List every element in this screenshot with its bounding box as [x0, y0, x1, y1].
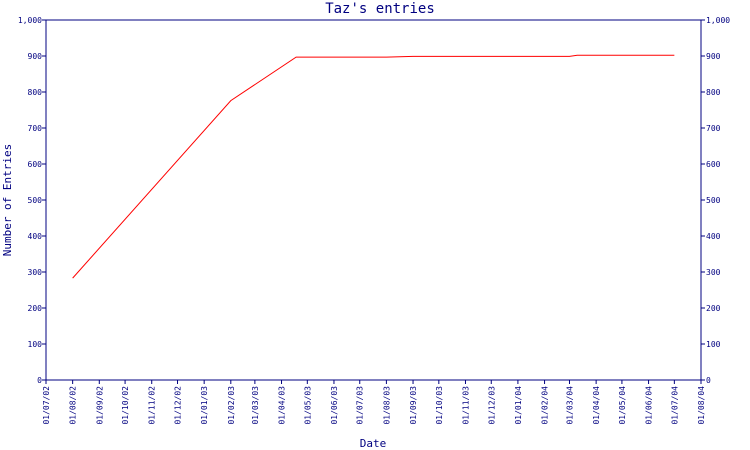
x-tick-label: 01/06/03 [330, 386, 339, 425]
x-axis: 01/07/02 01/08/02 01/09/02 01/10/02 01/11/02… [42, 380, 706, 425]
y-tick-label-right: 0 [706, 376, 711, 385]
y-tick-label-left: 1,000 [18, 16, 42, 25]
x-tick-label: 01/12/03 [487, 386, 496, 425]
y-tick-label-right: 900 [706, 52, 721, 61]
x-tick-label: 01/03/04 [565, 386, 574, 425]
x-tick-label: 01/07/03 [356, 386, 365, 425]
y-tick-label-left: 900 [28, 52, 43, 61]
y-tick-label-left: 400 [28, 232, 43, 241]
y-tick-label-left: 100 [28, 340, 43, 349]
chart-title: Taz's entries [325, 1, 435, 17]
y-tick-label-right: 800 [706, 88, 721, 97]
y-tick-label-right: 700 [706, 124, 721, 133]
y-tick-label-right: 500 [706, 196, 721, 205]
x-tick-label: 01/10/02 [121, 386, 130, 425]
y-axis-left: 0 100 200 300 400 500 600 700 800 900 1,000 [18, 16, 46, 385]
y-tick-label-left: 600 [28, 160, 43, 169]
x-tick-label: 01/05/04 [618, 386, 627, 425]
x-tick-label: 01/09/03 [409, 386, 418, 425]
y-tick-label-left: 300 [28, 268, 43, 277]
x-tick-label: 01/07/04 [670, 386, 679, 425]
x-tick-label: 01/11/02 [148, 386, 157, 425]
y-tick-label-left: 0 [37, 376, 42, 385]
x-tick-label: 01/02/04 [541, 386, 550, 425]
x-tick-label: 01/02/03 [227, 386, 236, 425]
y-tick-label-right: 200 [706, 304, 721, 313]
y-tick-label-right: 300 [706, 268, 721, 277]
x-axis-title: Date [360, 437, 387, 450]
series-line-0 [72, 54, 675, 279]
y-tick-label-right: 600 [706, 160, 721, 169]
y-tick-label-left: 800 [28, 88, 43, 97]
x-tick-label: 01/04/04 [592, 386, 601, 425]
x-tick-label: 01/09/02 [95, 386, 104, 425]
y-tick-label-left: 200 [28, 304, 43, 313]
x-tick-label: 01/07/02 [42, 386, 51, 425]
x-tick-label: 01/01/04 [514, 386, 523, 425]
x-tick-label: 01/04/03 [278, 386, 287, 425]
y-tick-label-right: 100 [706, 340, 721, 349]
x-tick-label: 01/08/03 [382, 386, 391, 425]
x-tick-label: 01/03/03 [251, 386, 260, 425]
x-tick-label: 01/08/02 [69, 386, 78, 425]
x-tick-label: 01/05/03 [303, 386, 312, 425]
y-tick-label-left: 700 [28, 124, 43, 133]
y-axis-title: Number of Entries [1, 144, 14, 257]
series-layer [72, 54, 675, 279]
x-tick-label: 01/01/03 [200, 386, 209, 425]
x-tick-label: 01/08/04 [697, 386, 706, 425]
y-axis-right: 0 100 200 300 400 500 600 700 800 900 1,000 [701, 16, 730, 385]
x-tick-label: 01/06/04 [645, 386, 654, 425]
x-tick-label: 01/10/03 [435, 386, 444, 425]
y-tick-label-left: 500 [28, 196, 43, 205]
y-tick-label-right: 1,000 [706, 16, 730, 25]
x-tick-label: 01/12/02 [174, 386, 183, 425]
x-tick-label: 01/11/03 [461, 386, 470, 425]
y-tick-label-right: 400 [706, 232, 721, 241]
